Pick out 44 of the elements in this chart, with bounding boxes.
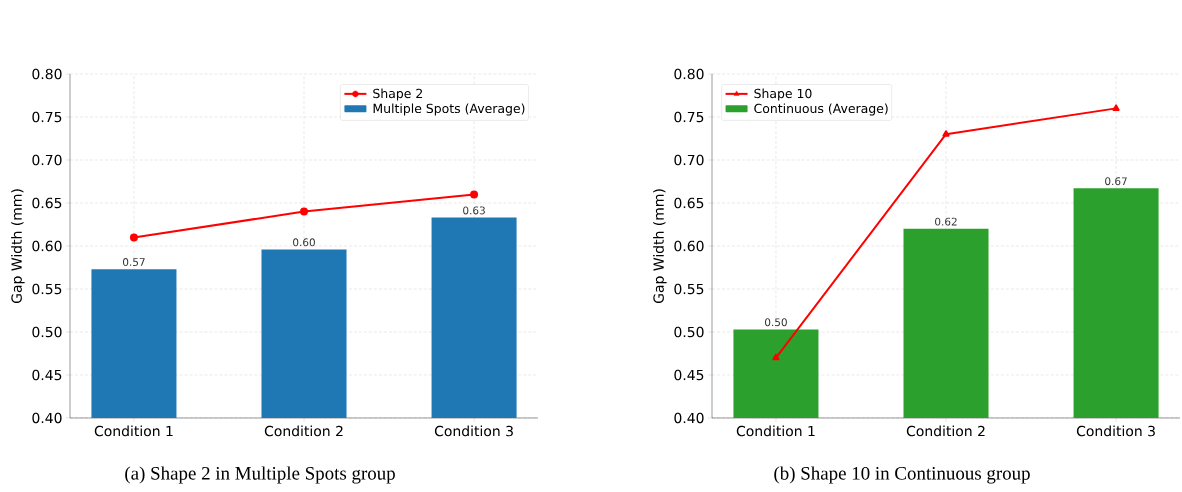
y-tick-label: 0.70 bbox=[674, 154, 704, 166]
y-tick-label: 0.65 bbox=[32, 197, 62, 209]
legend-label: Shape 10 bbox=[754, 88, 812, 101]
point bbox=[300, 207, 309, 216]
y-tick-label: 0.70 bbox=[32, 154, 62, 166]
point bbox=[772, 353, 780, 361]
y-tick-label: 0.60 bbox=[32, 240, 62, 252]
x-tick-label: Condition 1 bbox=[736, 425, 815, 437]
legend-label: Multiple Spots (Average) bbox=[373, 103, 525, 116]
y-tick-label: 0.65 bbox=[674, 197, 704, 209]
y-tick-label: 0.50 bbox=[674, 326, 704, 338]
y-tick-label: 0.80 bbox=[32, 68, 62, 80]
y-tick-label: 0.80 bbox=[674, 68, 704, 80]
y-tick-label: 0.75 bbox=[32, 111, 62, 123]
text: (a) Shape 2 in Multiple Spots group bbox=[125, 466, 395, 484]
y-tick-label: 0.75 bbox=[674, 111, 704, 123]
text: (b) Shape 10 in Continuous group bbox=[774, 466, 1030, 484]
y-axis-title: Gap Width (mm) bbox=[653, 189, 667, 304]
point bbox=[942, 130, 950, 137]
x-tick-label: Condition 2 bbox=[906, 425, 985, 437]
point bbox=[470, 190, 479, 199]
x-tick-label: Condition 2 bbox=[264, 425, 343, 437]
data-label: 0.63 bbox=[463, 206, 485, 215]
y-tick-label: 0.40 bbox=[32, 412, 62, 424]
y-tick-label: 0.45 bbox=[674, 369, 704, 381]
x-tick-label: Condition 1 bbox=[94, 425, 173, 437]
data-label: 0.67 bbox=[1105, 177, 1127, 186]
y-tick-label: 0.50 bbox=[32, 326, 62, 338]
legend-label: Shape 2 bbox=[373, 88, 423, 101]
data-label: 0.50 bbox=[765, 318, 787, 327]
legend-label: Continuous (Average) bbox=[754, 103, 888, 116]
y-tick-label: 0.55 bbox=[674, 283, 704, 295]
x-tick-label: Condition 3 bbox=[434, 425, 513, 437]
point bbox=[1112, 104, 1120, 111]
data-label: 0.60 bbox=[293, 238, 315, 247]
point bbox=[129, 233, 138, 242]
data-label: 0.62 bbox=[935, 217, 957, 226]
data-label: 0.57 bbox=[122, 258, 145, 266]
y-tick-label: 0.45 bbox=[32, 369, 62, 381]
y-tick-label: 0.55 bbox=[32, 283, 62, 295]
y-tick-label: 0.40 bbox=[674, 412, 704, 424]
y-tick-label: 0.60 bbox=[674, 240, 704, 252]
y-axis-title: Gap Width (mm) bbox=[11, 189, 25, 304]
x-tick-label: Condition 3 bbox=[1076, 425, 1155, 437]
